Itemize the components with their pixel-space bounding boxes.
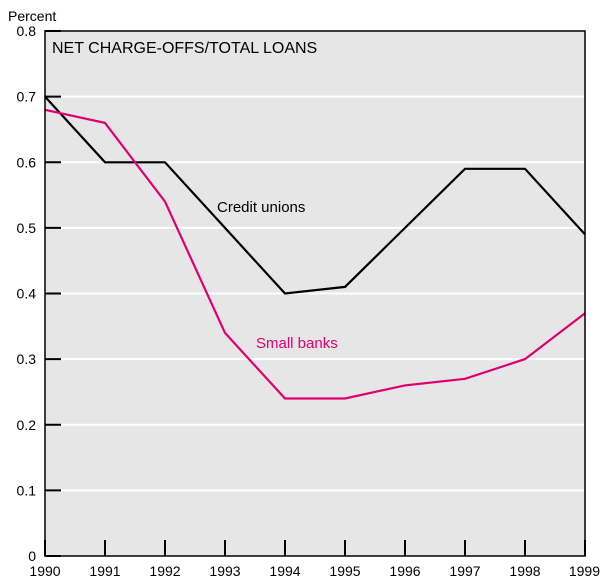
y-tick-label: 0.7 bbox=[17, 89, 37, 105]
series-label-small-banks: Small banks bbox=[256, 335, 338, 352]
plot-frame bbox=[44, 30, 586, 557]
y-tick-label: 0.8 bbox=[17, 23, 37, 39]
y-tick-label: 0.1 bbox=[17, 482, 37, 498]
x-tick-label: 1998 bbox=[509, 563, 540, 579]
x-tick-label: 1996 bbox=[389, 563, 420, 579]
y-tick-label: 0.6 bbox=[17, 154, 37, 170]
y-axis-label: Percent bbox=[8, 8, 56, 24]
x-tick-label: 1999 bbox=[569, 563, 600, 579]
y-tick-label: 0 bbox=[28, 548, 36, 564]
y-tick-label: 0.4 bbox=[17, 286, 37, 302]
x-tick-label: 1995 bbox=[329, 563, 360, 579]
series-lines bbox=[44, 95, 586, 400]
y-tick-label: 0.2 bbox=[17, 417, 37, 433]
x-tick-labels: 1990 1991 1992 1993 1994 1995 1996 1997 1998 1999 bbox=[29, 563, 600, 579]
x-tick-label: 1990 bbox=[29, 563, 60, 579]
gridlines bbox=[45, 95, 585, 492]
series-label-credit-unions: Credit unions bbox=[217, 199, 305, 216]
x-tick-label: 1994 bbox=[269, 563, 300, 579]
x-tick-label: 1992 bbox=[149, 563, 180, 579]
x-tick-label: 1997 bbox=[449, 563, 480, 579]
y-tick-labels: 0 0.1 0.2 0.3 0.4 0.5 0.6 0.7 0.8 bbox=[17, 23, 37, 564]
y-tick-label: 0.5 bbox=[17, 220, 37, 236]
x-tick-label: 1993 bbox=[209, 563, 240, 579]
y-tick-label: 0.3 bbox=[17, 351, 37, 367]
series-line-small-banks bbox=[44, 108, 586, 400]
x-tick-label: 1991 bbox=[89, 563, 120, 579]
chart-title: NET CHARGE-OFFS/TOTAL LOANS bbox=[52, 40, 317, 57]
